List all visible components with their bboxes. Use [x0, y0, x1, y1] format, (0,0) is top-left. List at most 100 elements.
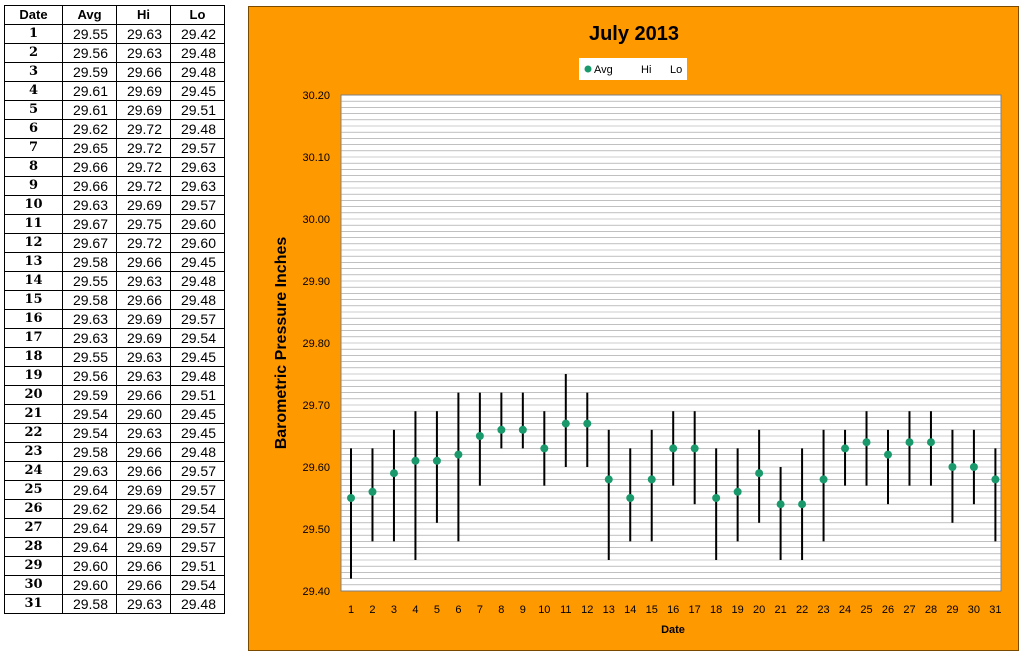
x-axis-ticks: 1 2 3 4 5 6 7 8 9 10 11 12 13 14 15 16 17 18 19 20 21 22 23 24 2… — [348, 604, 1002, 616]
avg-point — [497, 425, 506, 434]
hi-cell: 29.66 — [116, 575, 171, 595]
avg-cell: 29.63 — [62, 195, 117, 215]
table-row: 23 29.58 29.66 29.48 — [4, 442, 225, 462]
avg-point — [991, 475, 1000, 484]
x-tick-label: 9 — [520, 604, 526, 616]
date-cell: 18 — [4, 347, 63, 367]
avg-point — [583, 419, 592, 428]
avg-point — [755, 469, 764, 478]
avg-cell: 29.55 — [62, 347, 117, 367]
lo-cell: 29.54 — [170, 575, 225, 595]
legend-avg-marker — [584, 65, 592, 73]
hi-cell: 29.69 — [116, 100, 171, 120]
table-body: 1 29.55 29.63 29.42 2 29.56 29.63 29.48 3 29.59 29… — [4, 24, 225, 614]
avg-cell: 29.64 — [62, 518, 117, 538]
avg-point — [669, 444, 678, 453]
x-tick-label: 4 — [412, 604, 418, 616]
hi-cell: 29.63 — [116, 366, 171, 386]
date-cell: 5 — [4, 100, 63, 120]
table-row: 17 29.63 29.69 29.54 — [4, 328, 225, 348]
avg-point — [969, 463, 978, 471]
avg-cell: 29.55 — [62, 271, 117, 291]
chart-legend: Avg Hi Lo — [579, 58, 687, 80]
table-row: 13 29.58 29.66 29.45 — [4, 252, 225, 272]
avg-cell: 29.54 — [62, 404, 117, 424]
table-row: 15 29.58 29.66 29.48 — [4, 290, 225, 310]
table-header-cell: Avg — [62, 5, 117, 25]
hi-cell: 29.63 — [116, 43, 171, 63]
y-tick-label: 30.00 — [302, 214, 330, 226]
date-cell: 28 — [4, 537, 63, 557]
avg-cell: 29.56 — [62, 43, 117, 63]
table-row: 11 29.67 29.75 29.60 — [4, 214, 225, 234]
lo-cell: 29.57 — [170, 309, 225, 329]
hi-cell: 29.60 — [116, 404, 171, 424]
table-row: 12 29.67 29.72 29.60 — [4, 233, 225, 253]
hi-cell: 29.66 — [116, 290, 171, 310]
hi-cell: 29.63 — [116, 24, 171, 44]
table-row: 29 29.60 29.66 29.51 — [4, 556, 225, 576]
x-tick-label: 10 — [538, 604, 550, 616]
lo-cell: 29.57 — [170, 195, 225, 215]
table-row: 2 29.56 29.63 29.48 — [4, 43, 225, 63]
date-cell: 2 — [4, 43, 63, 63]
hi-cell: 29.72 — [116, 176, 171, 196]
date-cell: 15 — [4, 290, 63, 310]
avg-cell: 29.63 — [62, 461, 117, 481]
x-tick-label: 1 — [348, 604, 354, 616]
table-row: 19 29.56 29.63 29.48 — [4, 366, 225, 386]
x-tick-label: 13 — [603, 604, 615, 616]
avg-cell: 29.59 — [62, 385, 117, 405]
lo-cell: 29.45 — [170, 81, 225, 101]
date-cell: 30 — [4, 575, 63, 595]
x-tick-label: 2 — [369, 604, 375, 616]
avg-point — [432, 456, 441, 465]
x-tick-label: 16 — [667, 604, 679, 616]
data-table: Date Avg Hi Lo 1 29.55 29.63 29.42 2 29.56 29.63 2… — [4, 5, 225, 614]
date-cell: 22 — [4, 423, 63, 443]
avg-cell: 29.59 — [62, 62, 117, 82]
lo-cell: 29.48 — [170, 62, 225, 82]
avg-cell: 29.61 — [62, 100, 117, 120]
table-header-cell: Lo — [170, 5, 225, 25]
lo-cell: 29.48 — [170, 366, 225, 386]
lo-cell: 29.63 — [170, 176, 225, 196]
avg-cell: 29.61 — [62, 81, 117, 101]
table-row: 25 29.64 29.69 29.57 — [4, 480, 225, 500]
avg-cell: 29.63 — [62, 328, 117, 348]
table-row: 8 29.66 29.72 29.63 — [4, 157, 225, 177]
date-cell: 13 — [4, 252, 63, 272]
avg-point — [347, 494, 355, 502]
hi-cell: 29.69 — [116, 537, 171, 557]
avg-point — [411, 456, 420, 465]
avg-cell: 29.67 — [62, 233, 117, 253]
y-tick-label: 29.90 — [302, 276, 330, 288]
avg-point — [647, 475, 656, 484]
table-header-cell: Hi — [116, 5, 171, 25]
avg-point — [475, 432, 484, 440]
x-tick-label: 28 — [925, 604, 937, 616]
date-cell: 24 — [4, 461, 63, 481]
x-tick-label: 31 — [989, 604, 1001, 616]
table-row: 6 29.62 29.72 29.48 — [4, 119, 225, 139]
y-axis-label: Barometric Pressure Inches — [273, 237, 290, 450]
hi-cell: 29.63 — [116, 423, 171, 443]
date-cell: 19 — [4, 366, 63, 386]
lo-cell: 29.42 — [170, 24, 225, 44]
hi-cell: 29.69 — [116, 480, 171, 500]
table-row: 22 29.54 29.63 29.45 — [4, 423, 225, 443]
x-tick-label: 8 — [498, 604, 504, 616]
avg-cell: 29.66 — [62, 176, 117, 196]
date-cell: 23 — [4, 442, 63, 462]
table-row: 1 29.55 29.63 29.42 — [4, 24, 225, 44]
avg-cell: 29.58 — [62, 594, 117, 614]
avg-points — [347, 419, 1000, 509]
avg-cell: 29.56 — [62, 366, 117, 386]
avg-point — [604, 475, 613, 484]
x-tick-label: 29 — [946, 604, 958, 616]
chart-title: July 2013 — [589, 23, 679, 45]
legend-avg-label: Avg — [594, 64, 613, 76]
y-tick-label: 29.40 — [302, 586, 330, 598]
date-cell: 7 — [4, 138, 63, 158]
x-tick-label: 18 — [710, 604, 722, 616]
